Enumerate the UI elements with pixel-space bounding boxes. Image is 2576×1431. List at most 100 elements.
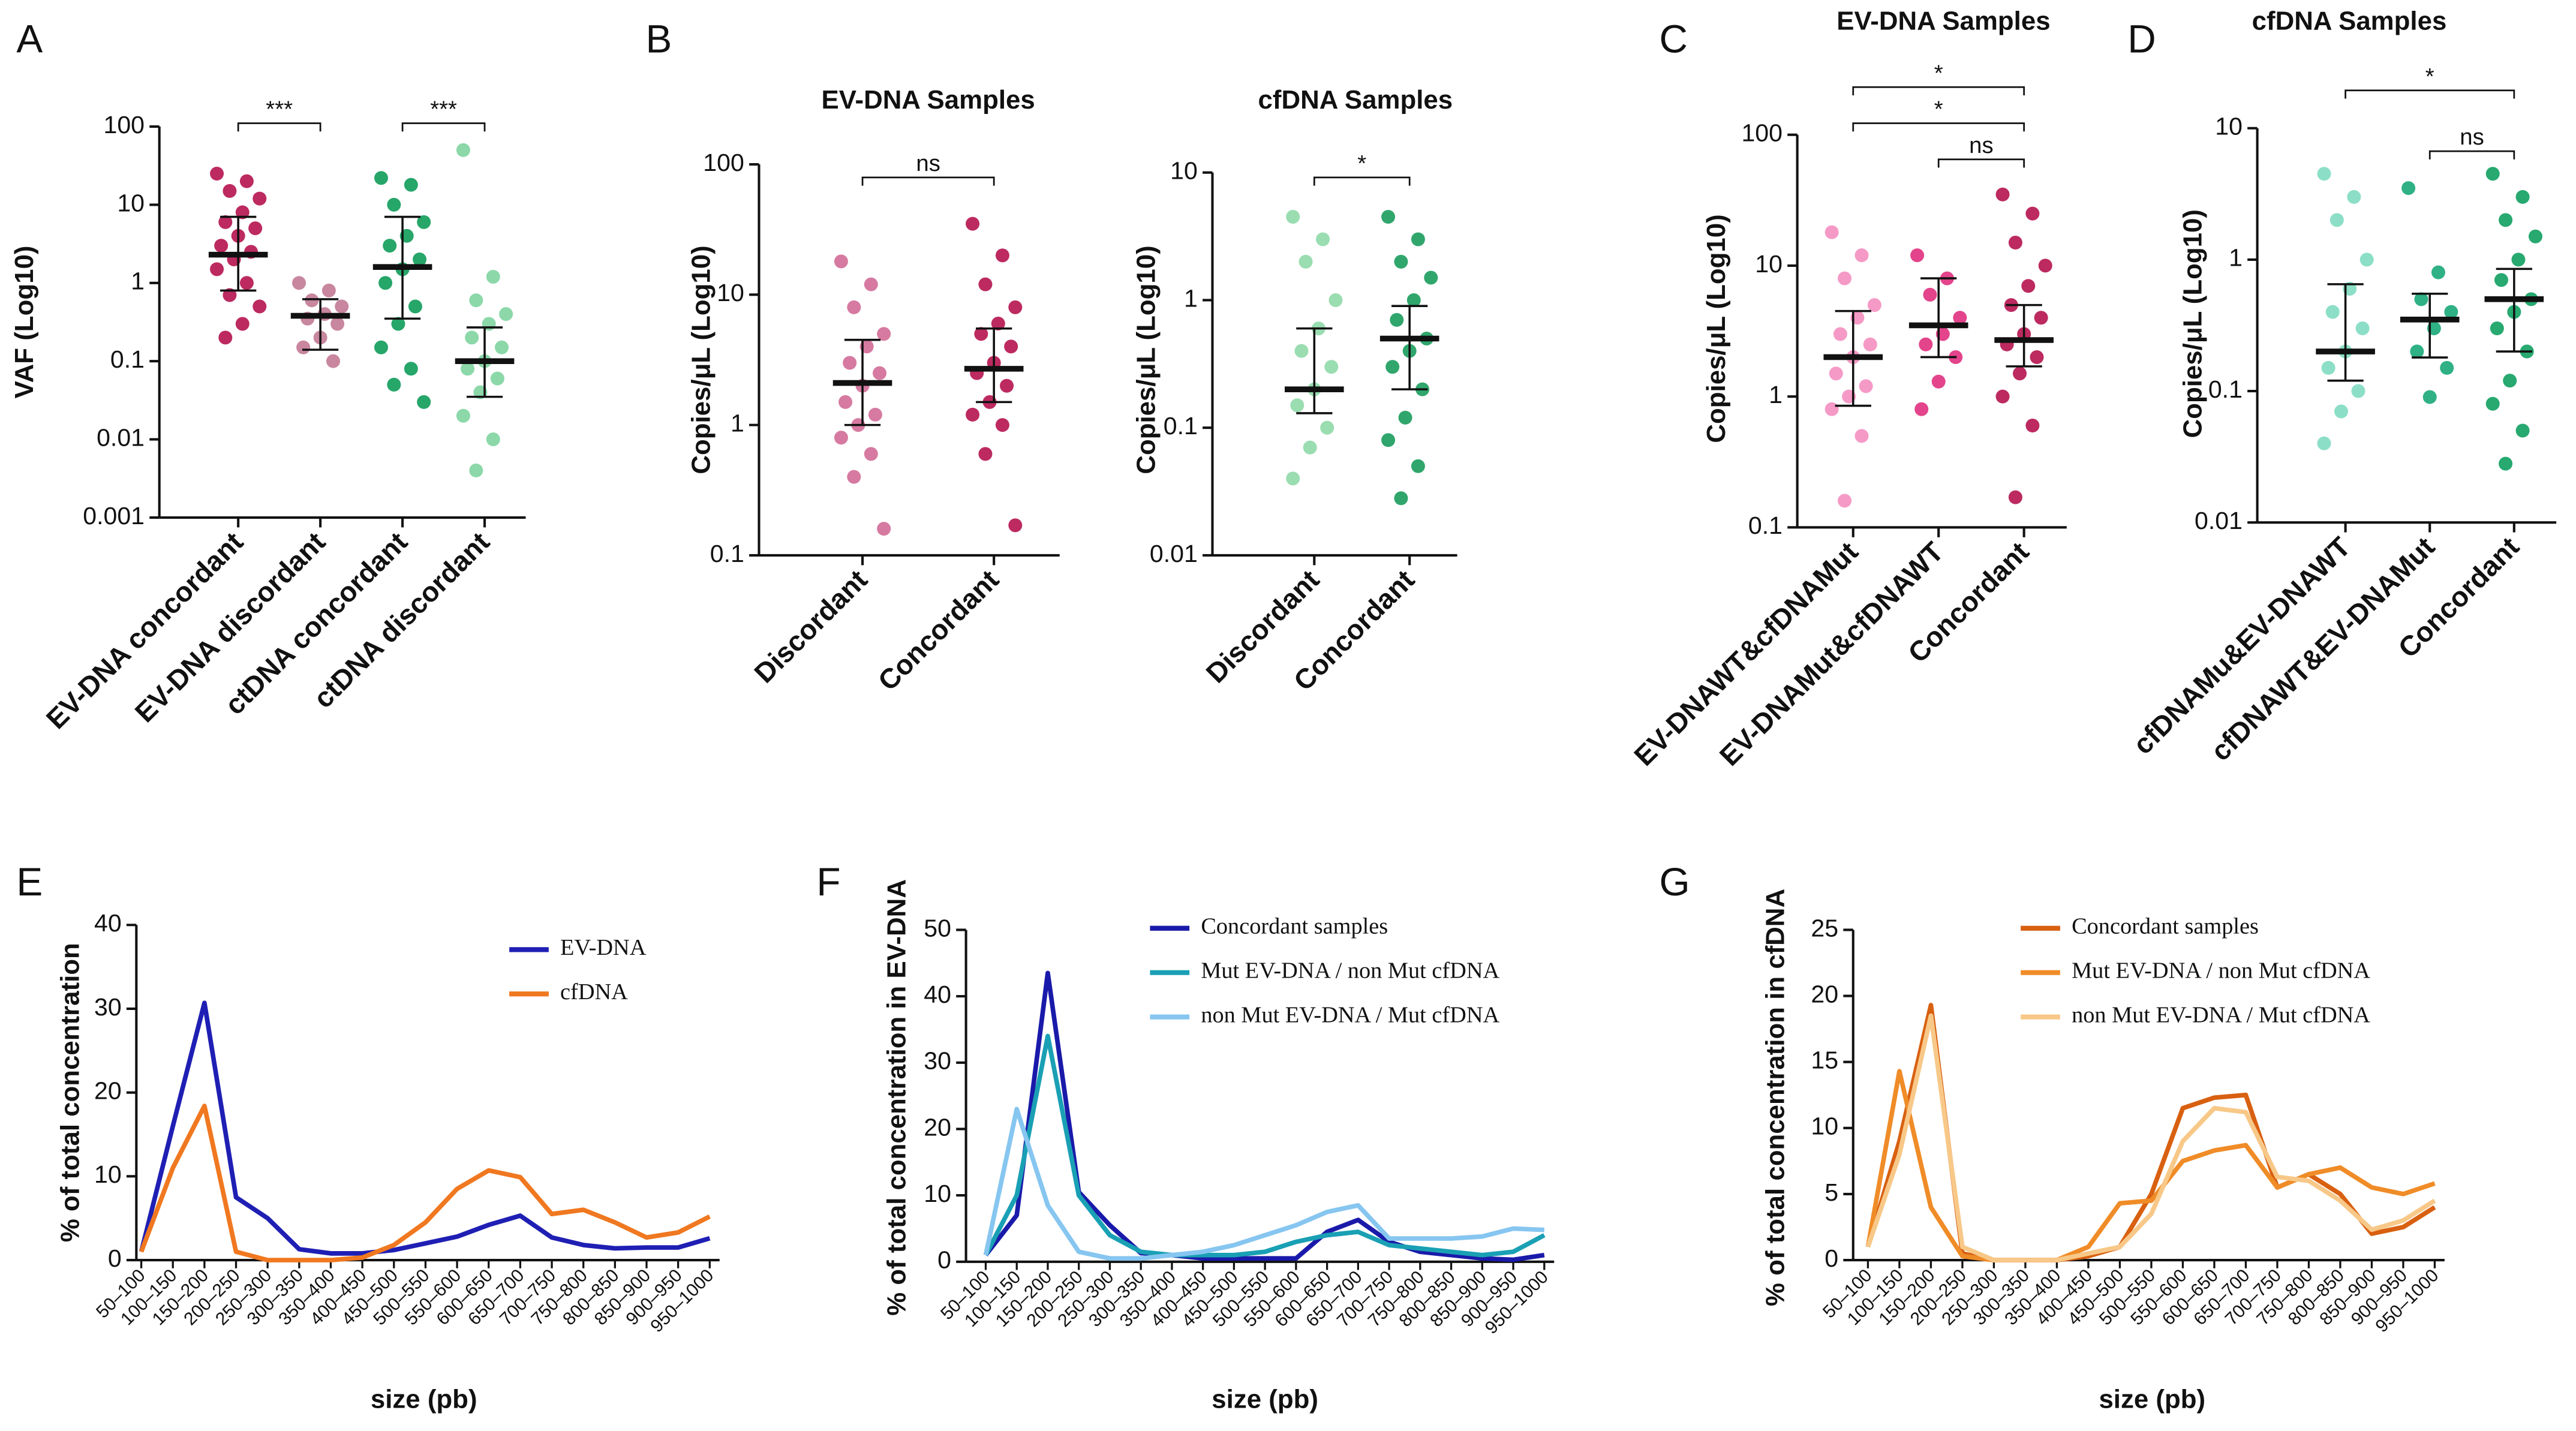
panel-letter: F [816, 859, 840, 904]
data-point [2321, 360, 2335, 375]
data-point [2485, 396, 2500, 411]
data-point [2440, 360, 2454, 375]
data-point [1324, 360, 1339, 374]
data-point [404, 178, 418, 192]
y-axis-label: Copies/μL (Log10) [686, 245, 716, 474]
data-point [2347, 190, 2361, 204]
significance-bracket [1852, 122, 2025, 132]
data-point [1424, 270, 1438, 285]
series-line [1865, 1003, 2436, 1262]
data-point [2038, 258, 2052, 273]
data-point [2030, 350, 2044, 364]
data-point [499, 307, 513, 321]
data-point [877, 522, 891, 536]
data-point [1919, 337, 1933, 351]
data-point [2528, 229, 2542, 243]
data-point [2359, 252, 2374, 267]
y-tick-label: 0 [937, 1246, 951, 1274]
data-point [991, 317, 1005, 331]
y-tick-label: 10 [1755, 250, 1783, 278]
y-tick-label: 1 [1184, 284, 1198, 312]
legend-label: Mut EV-DNA / non Mut cfDNA [2072, 958, 2370, 983]
data-point [2401, 181, 2416, 196]
data-point [2499, 456, 2513, 471]
data-point [1394, 254, 1408, 269]
y-axis-label: Copies/μL (Log10) [1132, 245, 1161, 474]
y-tick-label: 1 [1769, 381, 1783, 408]
data-point [391, 317, 405, 331]
data-point [1398, 410, 1412, 425]
y-tick-label: 30 [924, 1047, 951, 1075]
data-point [2317, 167, 2331, 181]
data-point [1931, 374, 1946, 389]
data-point [218, 330, 233, 345]
data-point [374, 171, 388, 185]
data-point [383, 239, 397, 253]
y-tick-label: 100 [103, 111, 145, 139]
y-tick-label: 0 [1824, 1244, 1838, 1272]
data-point [486, 269, 500, 284]
data-point [2494, 273, 2508, 287]
data-point [1854, 429, 1869, 443]
y-tick-label: 0.1 [710, 540, 744, 567]
data-point [469, 463, 483, 477]
data-point [1385, 360, 1400, 374]
panel-letter: A [16, 17, 43, 61]
y-tick-label: 10 [117, 189, 145, 217]
data-point [1995, 389, 2010, 404]
data-point [2444, 305, 2458, 319]
data-point [1824, 225, 1839, 239]
data-point [248, 221, 263, 236]
legend-label: EV-DNA [560, 935, 647, 960]
data-point [253, 191, 267, 206]
y-tick-label: 0.1 [2208, 375, 2243, 403]
data-point [1854, 248, 1869, 263]
data-point [2410, 344, 2424, 359]
data-point [974, 327, 988, 341]
data-point [374, 340, 388, 354]
data-point [864, 447, 878, 461]
data-point [1008, 518, 1023, 533]
data-point [1838, 494, 1852, 508]
significance-label: ns [1969, 133, 1993, 158]
data-point [321, 283, 336, 297]
data-point [253, 299, 267, 314]
data-point [2503, 374, 2517, 388]
data-point [1390, 312, 1404, 327]
data-point [838, 395, 853, 409]
data-point [1411, 459, 1425, 473]
significance-bracket [1937, 158, 2025, 168]
data-point [218, 215, 233, 229]
significance-bracket [237, 122, 321, 132]
legend-label: Mut EV-DNA / non Mut cfDNA [1201, 958, 1499, 983]
data-point [1867, 298, 1881, 312]
significance-label: * [2425, 64, 2434, 89]
data-point [2511, 252, 2526, 267]
data-point [834, 431, 848, 445]
data-point [1859, 379, 1873, 393]
y-tick-label: 10 [1811, 1113, 1838, 1140]
data-point [2317, 436, 2331, 450]
data-point [1829, 366, 1843, 381]
y-tick-label: 15 [1811, 1047, 1838, 1074]
x-axis-label: size (pb) [2099, 1385, 2205, 1414]
significance-bracket [1852, 86, 2025, 95]
chart-title: EV-DNA Samples [821, 85, 1035, 115]
y-axis-label: % of total concentration in cfDNA [1761, 889, 1790, 1306]
data-point [2329, 213, 2344, 227]
data-point [210, 167, 224, 181]
data-point [978, 277, 993, 291]
y-tick-label: 40 [94, 909, 122, 937]
data-point [2025, 419, 2040, 433]
y-tick-label: 0.1 [110, 345, 145, 373]
y-tick-label: 10 [94, 1161, 122, 1188]
panel-letter: D [2127, 17, 2156, 61]
data-point [2422, 390, 2437, 404]
y-tick-label: 0.1 [1164, 412, 1198, 440]
data-point [223, 184, 237, 198]
data-point [847, 300, 861, 314]
data-point [868, 407, 882, 422]
chart-title: cfDNA Samples [1258, 85, 1453, 115]
